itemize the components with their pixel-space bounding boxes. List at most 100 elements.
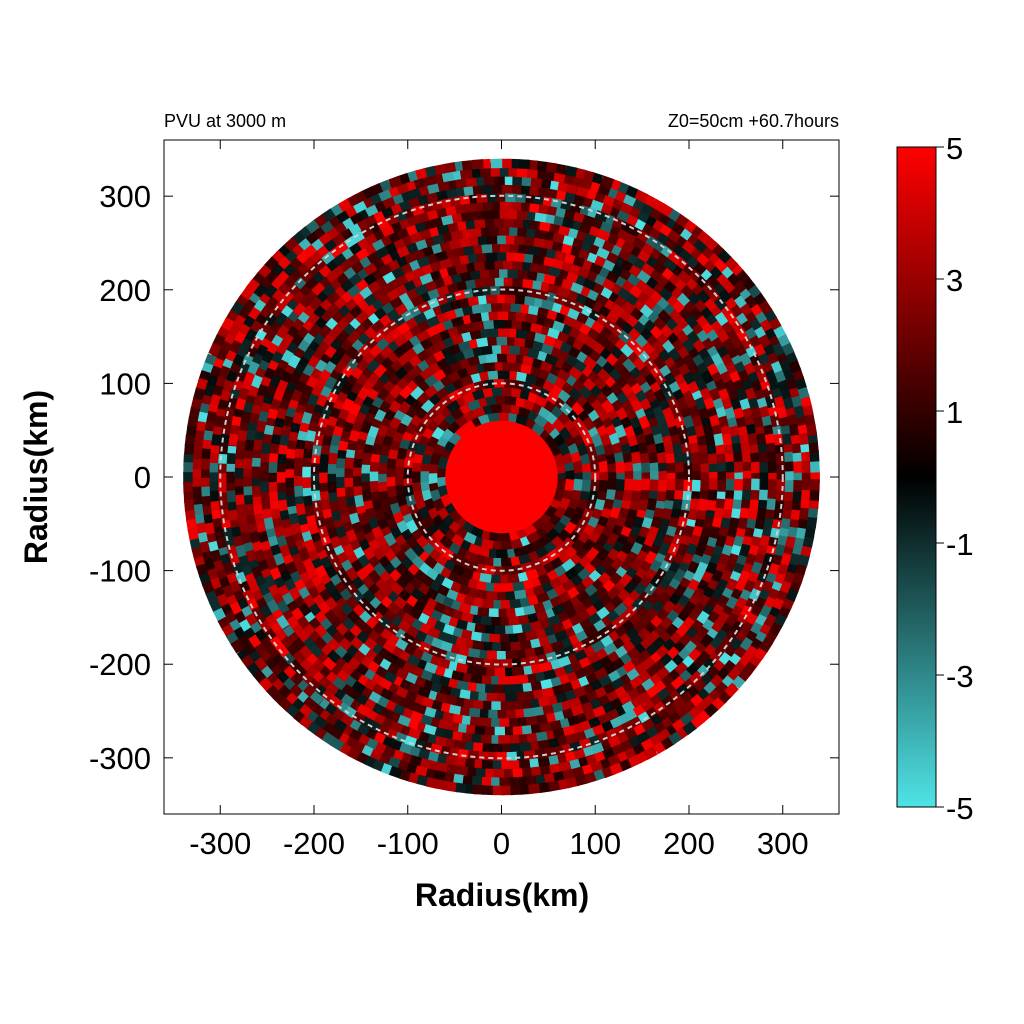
heatmap-cell bbox=[519, 362, 533, 375]
heatmap-cell bbox=[652, 355, 667, 370]
heatmap-cell bbox=[375, 386, 390, 402]
heatmap-cell bbox=[504, 352, 517, 363]
heatmap-cell bbox=[725, 478, 736, 491]
heatmap-cell bbox=[293, 485, 304, 498]
heatmap-cell bbox=[473, 277, 486, 289]
heatmap-cell bbox=[583, 355, 598, 370]
heatmap-cell bbox=[415, 390, 431, 406]
heatmap-cell bbox=[509, 319, 523, 330]
heatmap-cell bbox=[455, 662, 469, 675]
y-tick-label: 300 bbox=[99, 179, 151, 214]
heatmap-cell bbox=[511, 277, 524, 288]
heatmap-cell bbox=[676, 424, 689, 438]
heatmap-cell bbox=[614, 487, 626, 501]
heatmap-cell bbox=[466, 295, 480, 307]
heatmap-cell bbox=[485, 234, 498, 245]
heatmap-cell bbox=[480, 184, 493, 195]
heatmap-cell bbox=[582, 416, 597, 431]
heatmap-cell bbox=[734, 478, 744, 491]
heatmap-cell bbox=[468, 328, 482, 341]
heatmap-cell bbox=[511, 378, 525, 390]
heatmap-cell bbox=[603, 642, 619, 657]
heatmap-cell bbox=[551, 417, 567, 433]
heatmap-cell bbox=[600, 555, 615, 571]
heatmap-cell bbox=[500, 386, 512, 397]
heatmap-cell bbox=[666, 478, 677, 491]
heatmap-cell bbox=[328, 500, 340, 514]
heatmap-cell bbox=[613, 602, 629, 617]
heatmap-cell bbox=[415, 328, 431, 343]
heatmap-cell bbox=[498, 676, 510, 686]
heatmap-cell bbox=[484, 565, 497, 576]
colorbar-tick-label: 1 bbox=[946, 395, 963, 430]
heatmap-cell bbox=[564, 566, 580, 581]
heatmap-cell bbox=[704, 432, 717, 446]
heatmap-cell bbox=[519, 639, 533, 651]
heatmap-cell bbox=[460, 629, 474, 641]
heatmap-cell bbox=[512, 294, 526, 305]
heatmap-cell bbox=[682, 488, 693, 501]
heatmap-cell bbox=[518, 614, 532, 626]
heatmap-cell bbox=[474, 666, 487, 677]
heatmap-cell bbox=[480, 538, 495, 551]
x-axis-title: Radius(km) bbox=[415, 877, 589, 913]
heatmap-cell bbox=[279, 425, 292, 439]
heatmap-cell bbox=[692, 470, 702, 483]
heatmap-cell bbox=[687, 507, 700, 521]
heatmap-cell bbox=[673, 568, 687, 583]
heatmap-cell bbox=[499, 633, 512, 644]
heatmap-cell bbox=[354, 309, 370, 325]
heatmap-cell bbox=[480, 344, 493, 356]
heatmap-cell bbox=[594, 292, 610, 307]
heatmap-cell bbox=[497, 411, 509, 422]
heatmap-cell bbox=[514, 311, 527, 322]
heatmap-cell bbox=[343, 468, 354, 480]
heatmap-cell bbox=[467, 269, 481, 281]
heatmap-cell bbox=[250, 466, 261, 479]
heatmap-cell bbox=[656, 451, 668, 464]
heatmap-cell bbox=[504, 394, 517, 406]
heatmap-cell bbox=[590, 479, 601, 492]
heatmap-cell bbox=[581, 479, 593, 493]
heatmap-cell bbox=[496, 650, 509, 661]
heatmap-cell bbox=[674, 487, 685, 500]
heatmap-cell bbox=[370, 498, 383, 513]
heatmap-cell bbox=[810, 478, 820, 491]
heatmap-cell bbox=[287, 512, 300, 526]
heatmap-cell bbox=[585, 546, 601, 562]
heatmap-cell bbox=[603, 496, 616, 511]
heatmap-cell bbox=[485, 369, 499, 381]
title-right: Z0=50cm +60.7hours bbox=[668, 111, 839, 131]
heatmap-cell bbox=[360, 464, 371, 477]
heatmap-cell bbox=[484, 335, 497, 347]
heatmap-cell bbox=[490, 386, 503, 397]
heatmap-cell bbox=[509, 201, 522, 211]
heatmap-cell bbox=[507, 573, 520, 585]
heatmap-cell bbox=[427, 464, 439, 477]
heatmap-cell bbox=[497, 369, 510, 380]
heatmap-cell bbox=[675, 478, 685, 491]
heatmap-cell bbox=[713, 433, 725, 446]
colorbar-gradient bbox=[896, 146, 937, 808]
heatmap-cell bbox=[620, 540, 635, 556]
heatmap-cell bbox=[483, 276, 496, 287]
heatmap-cell bbox=[646, 497, 658, 511]
heatmap-cell bbox=[751, 478, 761, 491]
heatmap-cell bbox=[639, 450, 651, 464]
heatmap-cell bbox=[352, 448, 364, 462]
heatmap-cell bbox=[518, 159, 531, 170]
heatmap-cell bbox=[302, 448, 313, 461]
heatmap-cell bbox=[395, 493, 408, 507]
heatmap-cell bbox=[477, 606, 490, 618]
x-tick-label: -300 bbox=[189, 826, 251, 861]
heatmap-cell bbox=[750, 461, 761, 474]
heatmap-cell bbox=[285, 494, 296, 508]
heatmap-cell bbox=[365, 358, 381, 374]
heatmap-cell bbox=[361, 489, 372, 503]
heatmap-cell bbox=[605, 487, 617, 501]
heatmap-cell bbox=[510, 538, 524, 550]
heatmap-cell bbox=[276, 444, 288, 458]
heatmap-cell bbox=[323, 580, 338, 596]
heatmap-cell bbox=[501, 361, 514, 372]
colorbar-tick-label: -1 bbox=[946, 527, 974, 562]
